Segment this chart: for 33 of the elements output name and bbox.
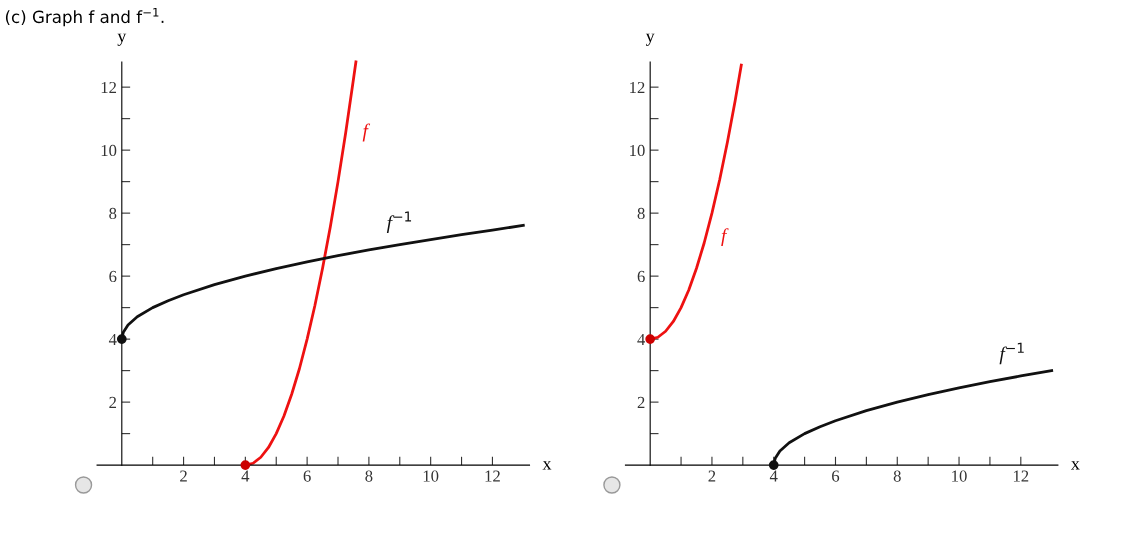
y-axis-title: y bbox=[117, 33, 127, 46]
y-tick-label: 4 bbox=[108, 333, 117, 345]
x-tick-label: 10 bbox=[423, 470, 439, 482]
x-tick-label: 12 bbox=[485, 470, 500, 482]
x-tick-label: 10 bbox=[952, 470, 967, 482]
x-tick-label: 4 bbox=[769, 470, 778, 482]
x-tick-label: 2 bbox=[708, 470, 716, 482]
y-tick-label: 8 bbox=[637, 207, 645, 220]
y-tick-label: 6 bbox=[109, 270, 117, 283]
series-label: f$^{−1}$ bbox=[999, 342, 1024, 365]
y-axis-title: y bbox=[645, 33, 655, 46]
chart-title: (c) Graph f and f$^{−1}$. bbox=[5, 8, 164, 27]
y-tick-label: 6 bbox=[637, 270, 645, 283]
y-tick-label: 12 bbox=[630, 81, 645, 93]
y-tick-label: 8 bbox=[109, 207, 117, 220]
y-tick-label: 4 bbox=[637, 333, 646, 345]
x-axis-title: x bbox=[542, 461, 552, 470]
y-tick-label: 12 bbox=[101, 81, 117, 93]
series-label: f$^{−1}$ bbox=[386, 211, 412, 234]
x-tick-label: 8 bbox=[893, 470, 901, 482]
x-tick-label: 8 bbox=[365, 470, 373, 482]
x-tick-label: 4 bbox=[241, 470, 250, 482]
y-tick-label: 10 bbox=[630, 144, 645, 157]
x-tick-label: 6 bbox=[832, 470, 840, 482]
series-label: f bbox=[721, 228, 729, 247]
x-axis-title: x bbox=[1071, 461, 1080, 470]
x-tick-label: 6 bbox=[303, 470, 311, 482]
y-tick-label: 2 bbox=[637, 396, 645, 408]
series-label: f bbox=[362, 123, 371, 142]
y-tick-label: 2 bbox=[109, 396, 117, 408]
x-tick-label: 2 bbox=[180, 470, 187, 482]
x-tick-label: 12 bbox=[1013, 470, 1029, 482]
y-tick-label: 10 bbox=[101, 144, 117, 157]
